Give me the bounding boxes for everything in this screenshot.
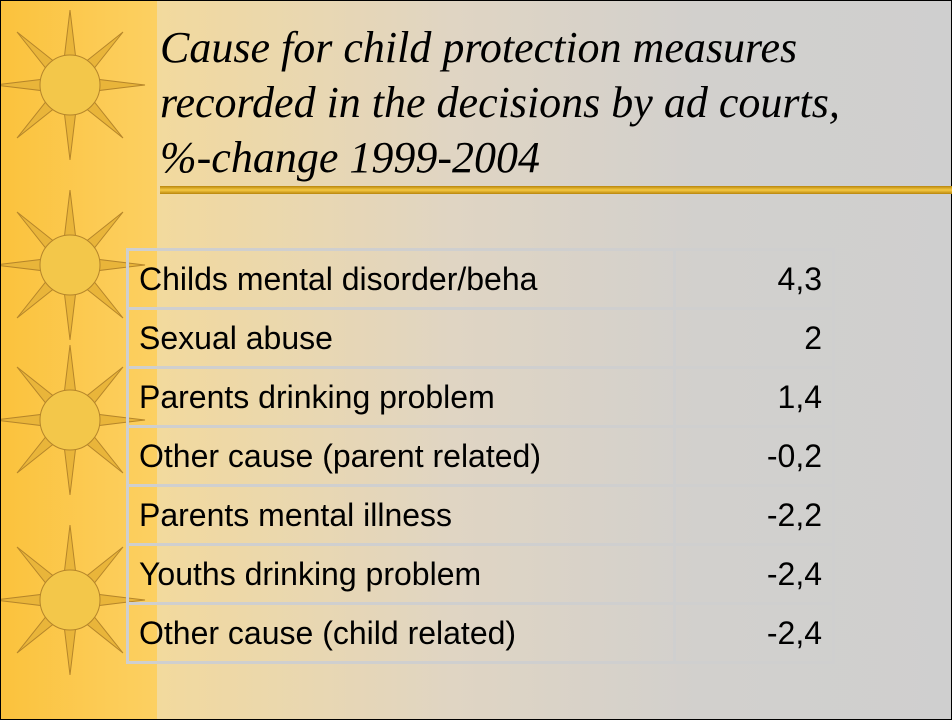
row-label: Other cause (child related) <box>126 602 676 664</box>
title-rule <box>160 186 952 194</box>
row-value: -2,4 <box>673 543 835 605</box>
title: Cause for child protection measures recor… <box>160 20 840 185</box>
table-row: Youths drinking problem -2,4 <box>126 543 835 605</box>
title-line: recorded in the decisions by ad courts, <box>160 78 840 127</box>
row-value: -0,2 <box>673 425 835 487</box>
table-row: Other cause (child related) -2,4 <box>126 602 835 664</box>
row-value: -2,2 <box>673 484 835 546</box>
row-label: Parents drinking problem <box>126 366 676 428</box>
title-line: %-change 1999-2004 <box>160 133 541 182</box>
row-value: 4,3 <box>673 248 835 310</box>
row-label: Parents mental illness <box>126 484 676 546</box>
row-label: Childs mental disorder/beha <box>126 248 676 310</box>
table-row: Childs mental disorder/beha 4,3 <box>126 248 835 310</box>
title-line: Cause for child protection measures <box>160 23 798 72</box>
row-value: 2 <box>673 307 835 369</box>
table-row: Sexual abuse 2 <box>126 307 835 369</box>
row-label: Sexual abuse <box>126 307 676 369</box>
row-value: -2,4 <box>673 602 835 664</box>
row-label: Other cause (parent related) <box>126 425 676 487</box>
row-value: 1,4 <box>673 366 835 428</box>
data-table: Childs mental disorder/beha 4,3 Sexual abu… <box>126 248 835 664</box>
table-row: Parents mental illness -2,2 <box>126 484 835 546</box>
table-row: Other cause (parent related) -0,2 <box>126 425 835 487</box>
table-row: Parents drinking problem 1,4 <box>126 366 835 428</box>
row-label: Youths drinking problem <box>126 543 676 605</box>
